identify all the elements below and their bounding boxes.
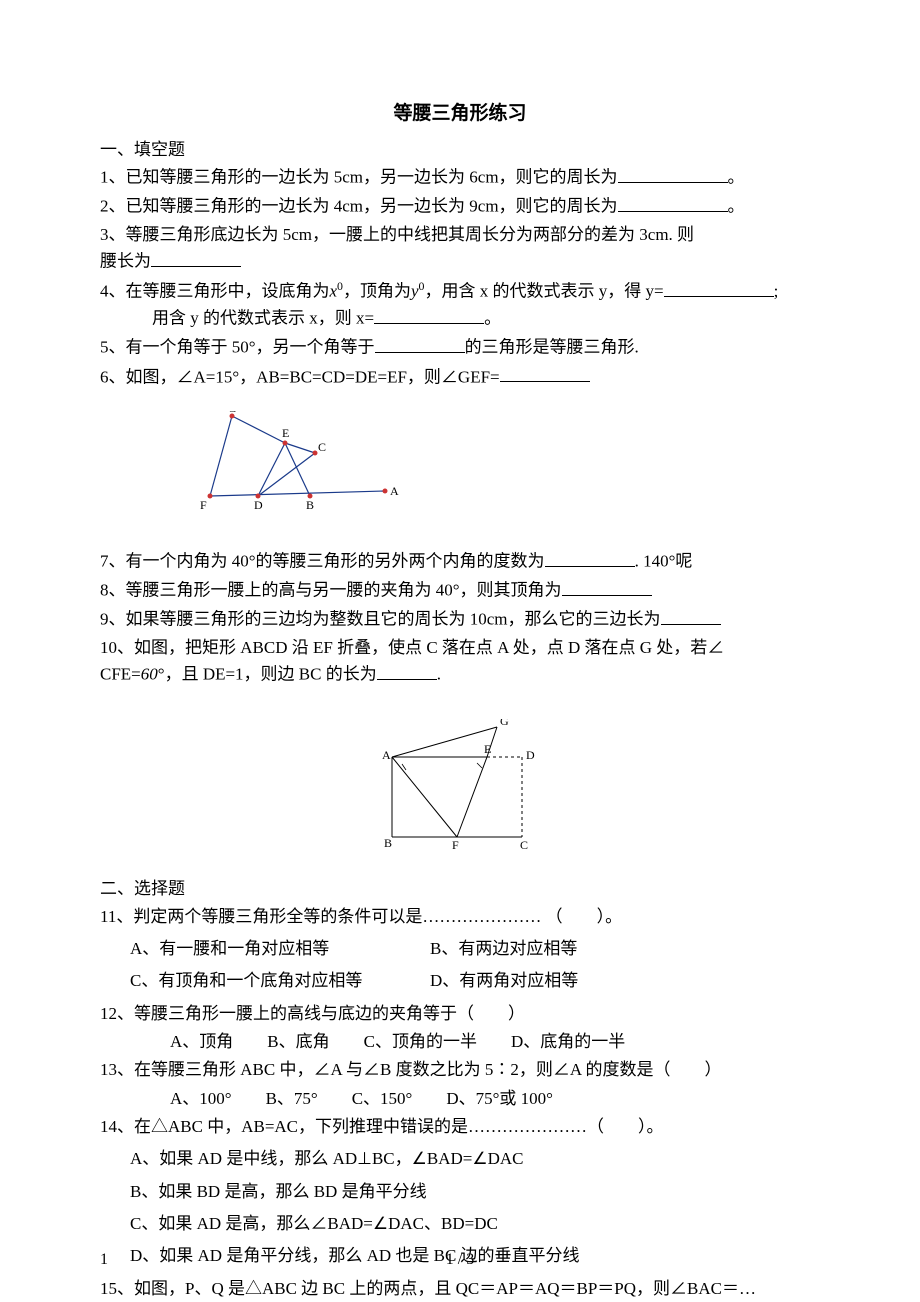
- q10-blank: [377, 661, 437, 680]
- q5-a: 5、有一个角等于 50°，另一个角等于: [100, 338, 375, 357]
- q4-line1: 4、在等腰三角形中，设底角为x0，顶角为y0，用含 x 的代数式表示 y，得 y…: [100, 277, 820, 305]
- q11-optC: C、有顶角和一个底角对应相等: [130, 968, 430, 994]
- q3-line1: 3、等腰三角形底边长为 5cm，一腰上的中线把其周长分为两部分的差为 3cm. …: [100, 222, 820, 248]
- section2-header: 二、选择题: [100, 876, 820, 902]
- q10-line2a: CFE=: [100, 665, 141, 684]
- q5-blank: [375, 334, 465, 353]
- q7-blank: [545, 548, 635, 567]
- q15-stem: 15、如图，P、Q 是△ABC 边 BC 上的两点，且 QC＝AP＝AQ＝BP＝…: [100, 1276, 820, 1302]
- q10-line2: CFE=60°，且 DE=1，则边 BC 的长为.: [100, 661, 820, 688]
- svg-text:E: E: [484, 742, 491, 756]
- q1-text: 1、已知等腰三角形的一边长为 5cm，另一边长为 6cm，则它的周长为: [100, 168, 618, 187]
- figure-q10: A B F C D E G: [100, 719, 820, 857]
- q4-line1suffix: ;: [774, 282, 779, 301]
- svg-text:C: C: [318, 440, 326, 454]
- q2-blank: [618, 193, 728, 212]
- q11-optA: A、有一腰和一角对应相等: [130, 936, 430, 962]
- svg-text:G: G: [228, 411, 237, 415]
- q1: 1、已知等腰三角形的一边长为 5cm，另一边长为 6cm，则它的周长为 。: [100, 164, 820, 191]
- q8-blank: [562, 577, 652, 596]
- q14-stem: 14、在△ABC 中，AB=AC，下列推理中错误的是…………………（ ）。: [100, 1114, 820, 1140]
- q6-a: 6、如图，∠A=15°，AB=BC=CD=DE=EF，则∠GEF=: [100, 367, 500, 386]
- q4-y1: y: [411, 282, 419, 301]
- q7-b: . 140°呢: [635, 552, 693, 571]
- q7: 7、有一个内角为 40°的等腰三角形的另外两个内角的度数为 . 140°呢: [100, 548, 820, 575]
- svg-text:B: B: [384, 836, 392, 849]
- q4-blank1: [664, 278, 774, 297]
- figure-q6-svg: F D B A C E G: [200, 411, 410, 516]
- q10-deg: 60: [141, 665, 158, 684]
- q4-blank2: [374, 305, 484, 324]
- svg-text:A: A: [390, 484, 399, 498]
- svg-text:B: B: [306, 498, 314, 512]
- q2-text: 2、已知等腰三角形的一边长为 4cm，另一边长为 9cm，则它的周长为: [100, 197, 618, 216]
- q11-optD: D、有两角对应相等: [430, 968, 578, 994]
- q14: 14、在△ABC 中，AB=AC，下列推理中错误的是…………………（ ）。 A、…: [100, 1114, 820, 1270]
- doc-title: 等腰三角形练习: [100, 100, 820, 129]
- q4: 4、在等腰三角形中，设底角为x0，顶角为y0，用含 x 的代数式表示 y，得 y…: [100, 277, 820, 332]
- q4-line1a: 4、在等腰三角形中，设底角为: [100, 282, 330, 301]
- q8-a: 8、等腰三角形一腰上的高与另一腰的夹角为 40°，则其顶角为: [100, 581, 562, 600]
- svg-text:D: D: [254, 498, 263, 512]
- q4-x1: x: [330, 282, 338, 301]
- q13-stem: 13、在等腰三角形 ABC 中，∠A 与∠B 度数之比为 5∶2，则∠A 的度数…: [100, 1057, 820, 1083]
- q11-row1: A、有一腰和一角对应相等 B、有两边对应相等: [100, 936, 820, 962]
- svg-text:C: C: [520, 838, 528, 849]
- q5: 5、有一个角等于 50°，另一个角等于 的三角形是等腰三角形.: [100, 334, 820, 361]
- svg-text:D: D: [526, 748, 535, 762]
- q6-blank: [500, 364, 590, 383]
- q3-blank: [151, 248, 241, 267]
- q4-line1b: ，顶角为: [343, 282, 411, 301]
- page-footer: 1 1 / 3: [100, 1248, 820, 1272]
- svg-text:G: G: [500, 719, 509, 728]
- footer-center: 1 / 3: [446, 1248, 474, 1272]
- q11-optB: B、有两边对应相等: [430, 936, 690, 962]
- q12-stem: 12、等腰三角形一腰上的高线与底边的夹角等于（ ）: [100, 1001, 820, 1027]
- q15: 15、如图，P、Q 是△ABC 边 BC 上的两点，且 QC＝AP＝AQ＝BP＝…: [100, 1276, 820, 1302]
- q13: 13、在等腰三角形 ABC 中，∠A 与∠B 度数之比为 5∶2，则∠A 的度数…: [100, 1057, 820, 1112]
- q1-suffix: 。: [728, 168, 745, 187]
- q11-row2: C、有顶角和一个底角对应相等 D、有两角对应相等: [100, 968, 820, 994]
- q10-line2b: °，且 DE=1，则边 BC 的长为: [158, 665, 377, 684]
- svg-text:E: E: [282, 426, 289, 440]
- q4-line1c: ，用含 x 的代数式表示 y，得 y=: [425, 282, 664, 301]
- section1-header: 一、填空题: [100, 137, 820, 163]
- q4-line2suffix: 。: [484, 309, 501, 328]
- q12-opts: A、顶角 B、底角 C、顶角的一半 D、底角的一半: [100, 1029, 820, 1055]
- q13-opts: A、100° B、75° C、150° D、75°或 100°: [100, 1086, 820, 1112]
- q14-optA: A、如果 AD 是中线，那么 AD⊥BC，∠BAD=∠DAC: [100, 1146, 820, 1172]
- q12: 12、等腰三角形一腰上的高线与底边的夹角等于（ ） A、顶角 B、底角 C、顶角…: [100, 1001, 820, 1056]
- footer-left: 1: [100, 1248, 108, 1272]
- q7-a: 7、有一个内角为 40°的等腰三角形的另外两个内角的度数为: [100, 552, 545, 571]
- q14-optB: B、如果 BD 是高，那么 BD 是角平分线: [100, 1179, 820, 1205]
- q2-suffix: 。: [728, 197, 745, 216]
- q2: 2、已知等腰三角形的一边长为 4cm，另一边长为 9cm，则它的周长为 。: [100, 193, 820, 220]
- q3: 3、等腰三角形底边长为 5cm，一腰上的中线把其周长分为两部分的差为 3cm. …: [100, 222, 820, 275]
- q1-blank: [618, 164, 728, 183]
- figure-q10-svg: A B F C D E G: [370, 719, 550, 849]
- q8: 8、等腰三角形一腰上的高与另一腰的夹角为 40°，则其顶角为: [100, 577, 820, 604]
- q11-stem: 11、判定两个等腰三角形全等的条件可以是………………… （ ）。: [100, 904, 820, 930]
- svg-text:F: F: [452, 838, 459, 849]
- q5-b: 的三角形是等腰三角形.: [465, 338, 639, 357]
- q4-line2a: 用含 y 的代数式表示 x，则 x=: [152, 309, 374, 328]
- q10: 10、如图，把矩形 ABCD 沿 EF 折叠，使点 C 落在点 A 处，点 D …: [100, 635, 820, 688]
- q9: 9、如果等腰三角形的三边均为整数且它的周长为 10cm，那么它的三边长为: [100, 606, 820, 633]
- svg-text:F: F: [200, 498, 207, 512]
- q10-line2c: .: [437, 665, 441, 684]
- q4-line2: 用含 y 的代数式表示 x，则 x= 。: [100, 305, 820, 332]
- q11: 11、判定两个等腰三角形全等的条件可以是………………… （ ）。 A、有一腰和一…: [100, 904, 820, 995]
- svg-text:A: A: [382, 748, 391, 762]
- q3-line2-wrap: 腰长为: [100, 248, 820, 275]
- q10-line1: 10、如图，把矩形 ABCD 沿 EF 折叠，使点 C 落在点 A 处，点 D …: [100, 635, 820, 661]
- q3-line2: 腰长为: [100, 252, 151, 271]
- q9-a: 9、如果等腰三角形的三边均为整数且它的周长为 10cm，那么它的三边长为: [100, 610, 661, 629]
- q14-optC: C、如果 AD 是高，那么∠BAD=∠DAC、BD=DC: [100, 1211, 820, 1237]
- figure-q6: F D B A C E G: [200, 411, 820, 524]
- q9-blank: [661, 606, 721, 625]
- q6: 6、如图，∠A=15°，AB=BC=CD=DE=EF，则∠GEF=: [100, 364, 820, 391]
